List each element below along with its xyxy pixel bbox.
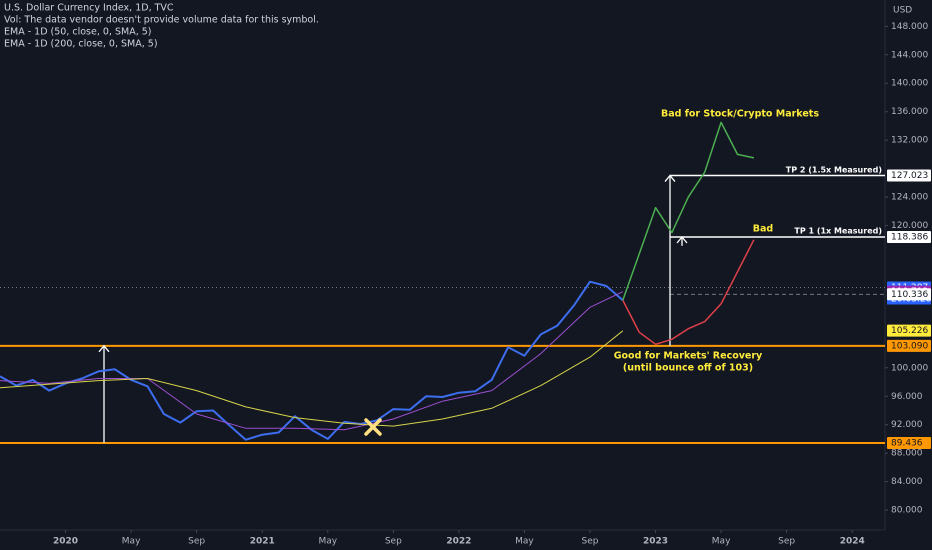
y-tick-label: 136.000	[891, 107, 928, 117]
price-label-box	[887, 436, 931, 449]
x-tick-label: May	[122, 537, 141, 547]
series-line	[622, 239, 755, 346]
annotation: TP 2 (1.5x Measured)	[786, 166, 882, 175]
annotation: (until bounce off of 103)	[623, 363, 753, 374]
annotation: Bad	[753, 224, 773, 235]
price-label-box	[887, 324, 931, 337]
subtitle: Vol: The data vendor doesn't provide vol…	[4, 14, 319, 25]
x-tick-label: Sep	[582, 537, 599, 547]
y-tick-label: 120.000	[891, 221, 928, 231]
annotation: TP 1 (1x Measured)	[794, 227, 882, 236]
price-label-box	[887, 230, 931, 243]
cross-marker	[364, 418, 382, 436]
x-tick-label: May	[712, 537, 731, 547]
price-label-box	[887, 288, 931, 301]
y-tick-label: 100.000	[891, 363, 928, 373]
series-line	[0, 280, 624, 441]
x-tick-label: 2024	[840, 537, 865, 547]
arrow-head	[98, 344, 110, 353]
price-label: 118.386	[891, 232, 928, 242]
legend-entry: EMA - 1D (50, close, 0, SMA, 5)	[4, 26, 152, 37]
y-tick-label: 140.000	[891, 79, 928, 89]
y-tick-label: 124.000	[891, 193, 928, 203]
price-label-box	[887, 339, 931, 352]
plot	[0, 121, 885, 444]
y-unit: USD	[893, 6, 912, 16]
y-tick-label: 148.000	[891, 22, 928, 32]
series-line	[0, 291, 624, 431]
arrow-head	[664, 174, 676, 182]
x-tick-label: 2023	[643, 537, 668, 547]
price-label: 127.023	[891, 171, 928, 181]
price-label: 105.226	[891, 326, 928, 336]
x-tick-label: 2021	[250, 537, 275, 547]
y-tick-label: 80.000	[891, 506, 923, 516]
y-tick-label: 92.000	[891, 420, 923, 430]
price-label: 110.336	[891, 290, 928, 300]
annotation: Good for Markets' Recovery	[614, 351, 763, 362]
arrow-head	[676, 235, 688, 244]
y-tick-label: 84.000	[891, 477, 923, 487]
x-tick-label: 2022	[446, 537, 471, 547]
y-tick-label: 88.000	[891, 449, 923, 459]
x-tick-label: Sep	[385, 537, 402, 547]
y-tick-label: 132.000	[891, 136, 928, 146]
price-label-box	[887, 169, 931, 182]
legend-entry: EMA - 1D (200, close, 0, SMA, 5)	[4, 38, 158, 49]
x-tick-label: Sep	[778, 537, 795, 547]
x-tick-label: May	[318, 537, 337, 547]
x-tick-label: Sep	[188, 537, 205, 547]
series-line	[0, 330, 624, 427]
x-tick-label: May	[515, 537, 534, 547]
series-line	[622, 121, 755, 301]
chart-title: U.S. Dollar Currency Index, 1D, TVC	[4, 2, 174, 13]
price-label: 89.436	[891, 438, 923, 448]
price-label: 103.090	[891, 341, 928, 351]
y-tick-label: 144.000	[891, 50, 928, 60]
x-tick-label: 2020	[53, 537, 78, 547]
y-tick-label: 96.000	[891, 392, 923, 402]
annotation: Bad for Stock/Crypto Markets	[661, 109, 819, 120]
cross-stroke	[364, 418, 382, 436]
